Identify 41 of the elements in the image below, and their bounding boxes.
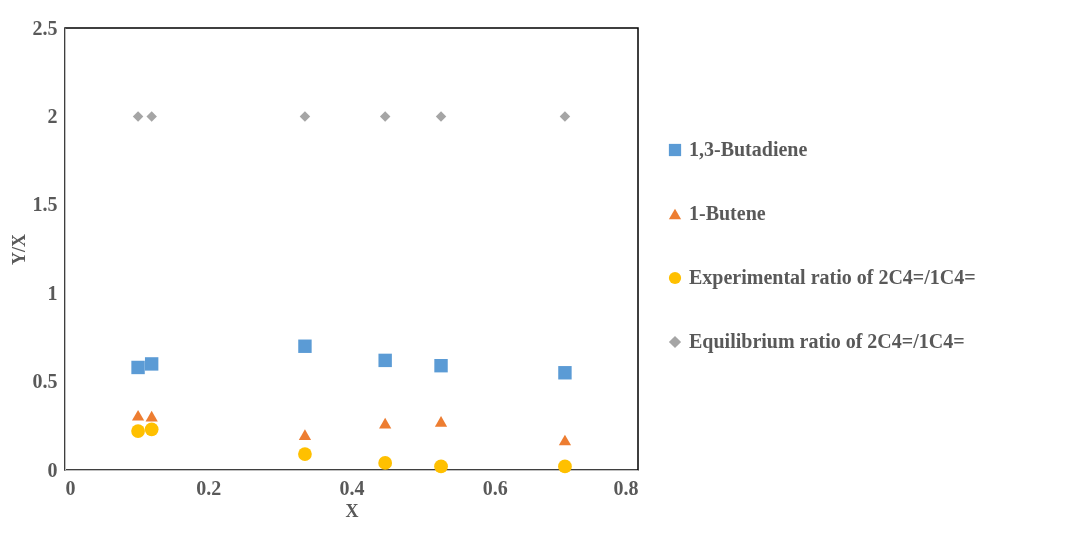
x-tick-label: 0.6 bbox=[482, 476, 508, 499]
point bbox=[378, 456, 393, 470]
legend-label: 1-Butene bbox=[689, 202, 766, 224]
y-tick-label: 2 bbox=[47, 104, 58, 127]
point bbox=[145, 410, 158, 422]
point bbox=[144, 422, 159, 437]
point bbox=[559, 111, 571, 122]
point bbox=[131, 409, 145, 421]
point bbox=[131, 360, 145, 375]
legend-label: Equilibrium ratio of 2C4=/1C4= bbox=[689, 330, 965, 353]
point bbox=[434, 416, 448, 427]
point bbox=[131, 424, 145, 438]
x-tick-label: 0.4 bbox=[339, 476, 365, 499]
x-tick-label: 0 bbox=[65, 476, 76, 499]
point bbox=[298, 447, 312, 461]
y-tick-label: 2.5 bbox=[32, 16, 58, 39]
x-axis-title: X bbox=[345, 500, 359, 521]
point bbox=[558, 434, 572, 446]
point bbox=[558, 459, 572, 474]
point bbox=[558, 366, 572, 380]
x-tick-label: 0.8 bbox=[613, 476, 639, 499]
x-tick-label: 0.2 bbox=[196, 476, 222, 499]
point bbox=[435, 111, 447, 122]
point bbox=[146, 111, 157, 122]
point bbox=[378, 353, 392, 368]
legend-label: 1,3-Butadiene bbox=[689, 138, 808, 160]
point bbox=[298, 429, 312, 440]
point bbox=[144, 357, 159, 371]
y-tick-label: 0 bbox=[47, 458, 58, 481]
y-tick-label: 1.5 bbox=[32, 193, 58, 216]
point bbox=[434, 459, 448, 474]
point bbox=[298, 339, 312, 353]
legend-label: Experimental ratio of 2C4=/1C4= bbox=[689, 266, 976, 289]
point bbox=[379, 111, 391, 122]
point bbox=[434, 358, 448, 373]
point bbox=[379, 417, 392, 429]
y-axis-title: Y/X bbox=[8, 234, 29, 265]
point bbox=[299, 111, 311, 122]
point bbox=[132, 111, 144, 122]
y-tick-label: 0.5 bbox=[32, 370, 58, 393]
y-tick-label: 1 bbox=[47, 281, 58, 304]
